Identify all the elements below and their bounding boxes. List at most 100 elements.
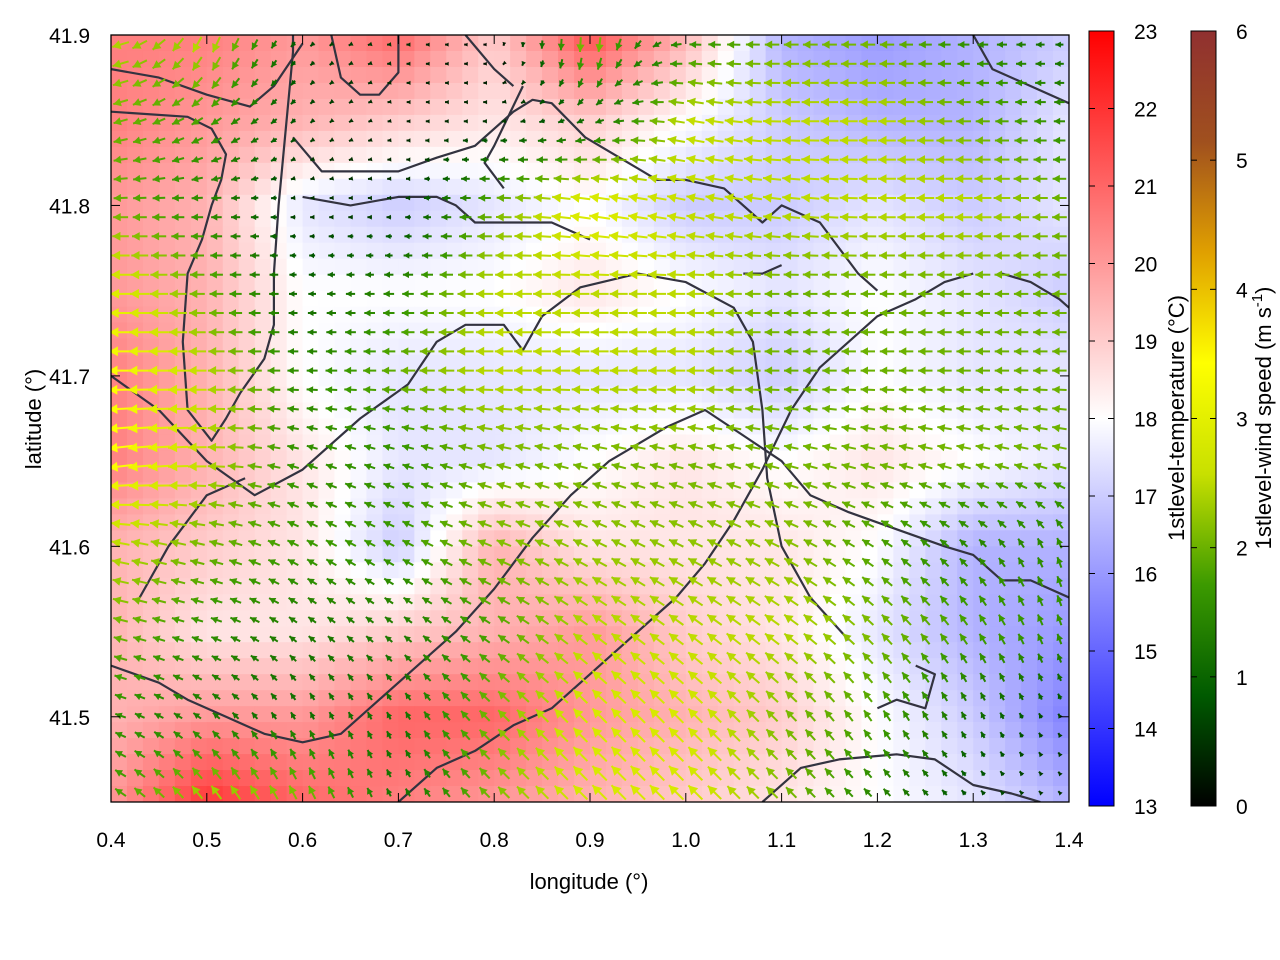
temperature-cell	[222, 178, 240, 196]
temperature-cell	[206, 66, 224, 84]
temperature-cell	[270, 35, 288, 52]
temperature-cell	[925, 114, 942, 132]
temperature-cell	[813, 162, 831, 180]
temperature-cell	[733, 35, 751, 52]
temperature-cell	[430, 178, 447, 196]
temperature-cell	[813, 370, 831, 388]
temperature-cell	[542, 322, 559, 340]
temperature-cell	[238, 274, 256, 292]
temperature-cell	[845, 306, 863, 324]
temperature-cell	[334, 242, 352, 260]
temperature-cell	[797, 674, 815, 691]
temperature-cell	[909, 66, 926, 84]
temperature-cell	[398, 130, 415, 148]
temperature-cell	[749, 530, 767, 547]
temperature-cell	[973, 82, 990, 100]
temperature-cell	[1005, 706, 1022, 723]
temperature-cell	[845, 658, 863, 675]
temperature-cell	[382, 242, 399, 260]
temperature-cell	[621, 35, 639, 52]
temperature-cell	[1053, 162, 1069, 180]
temperature-cell	[605, 562, 623, 579]
temperature-cell	[909, 130, 926, 148]
temperature-cell	[877, 258, 894, 276]
temperature-cell	[717, 418, 735, 436]
temperature-cell	[510, 770, 527, 787]
temperature-cell	[893, 258, 910, 276]
temperature-cell	[350, 642, 368, 659]
temperature-cell	[733, 162, 751, 180]
temperature-cell	[270, 354, 288, 372]
temperature-cell	[861, 674, 878, 691]
temperature-cell	[510, 674, 527, 691]
temperature-cell	[142, 162, 160, 180]
temperature-cell	[637, 466, 655, 484]
temperature-cell	[334, 690, 352, 707]
temperature-cell	[398, 258, 415, 276]
temperature-cell	[590, 35, 607, 52]
temperature-cell	[542, 466, 559, 484]
temperature-cell	[1021, 690, 1038, 707]
temperature-cell	[302, 434, 320, 452]
temperature-cell	[685, 66, 703, 84]
temperature-cell	[334, 98, 352, 116]
temperature-cell	[286, 562, 304, 579]
temperature-cell	[653, 210, 671, 228]
temperature-cell	[813, 354, 831, 372]
temperature-cell	[111, 258, 128, 276]
temperature-cell	[973, 354, 990, 372]
temperature-cell	[877, 162, 894, 180]
temperature-cell	[446, 722, 463, 739]
temperature-cell	[174, 226, 192, 244]
temperature-cell	[1005, 178, 1022, 196]
temperature-cell	[526, 66, 543, 84]
temperature-cell	[1021, 658, 1038, 675]
temperature-cell	[1021, 706, 1038, 723]
temperature-cell	[845, 35, 863, 52]
temperature-cell	[605, 82, 623, 100]
temperature-cell	[302, 178, 320, 196]
temperature-cell	[526, 35, 543, 52]
temperature-cell	[1053, 466, 1069, 484]
temperature-cell	[286, 642, 304, 659]
temperature-cell	[1053, 226, 1069, 244]
temperature-cell	[558, 418, 575, 436]
temperature-cell	[462, 82, 479, 100]
temperature-cell	[957, 418, 974, 436]
temperature-cell	[174, 754, 192, 771]
temperature-cell	[526, 162, 543, 180]
temperature-cell	[669, 50, 687, 68]
temperature-cell	[174, 466, 192, 484]
temperature-cell	[701, 178, 719, 196]
temperature-cell	[653, 35, 671, 52]
temperature-cell	[861, 354, 878, 372]
temperature-cell	[813, 322, 831, 340]
temperature-cell	[542, 402, 559, 420]
temperature-cell	[797, 498, 815, 515]
temperature-cell	[238, 130, 256, 148]
temperature-cell	[829, 66, 847, 84]
temperature-cell	[733, 66, 751, 84]
temperature-cell	[350, 50, 368, 68]
temperature-cell	[861, 498, 878, 515]
temperature-cell	[957, 306, 974, 324]
temperature-cell	[989, 306, 1006, 324]
temperature-cell	[174, 450, 192, 468]
temperature-cell	[1053, 114, 1069, 132]
temperature-cell	[845, 402, 863, 420]
temperature-cell	[845, 354, 863, 372]
temperature-cell	[717, 258, 735, 276]
temperature-cell	[1037, 130, 1054, 148]
temperature-cell	[1021, 226, 1038, 244]
temperature-cell	[254, 370, 272, 388]
temperature-cell	[430, 226, 447, 244]
temperature-cell	[238, 98, 256, 116]
temperature-cell	[254, 418, 272, 436]
temperature-cell	[653, 226, 671, 244]
temperature-cell	[446, 178, 463, 196]
temperature-cell	[1005, 370, 1022, 388]
temperature-cell	[1021, 322, 1038, 340]
temperature-cell	[478, 770, 495, 787]
temperature-cell	[286, 498, 304, 515]
